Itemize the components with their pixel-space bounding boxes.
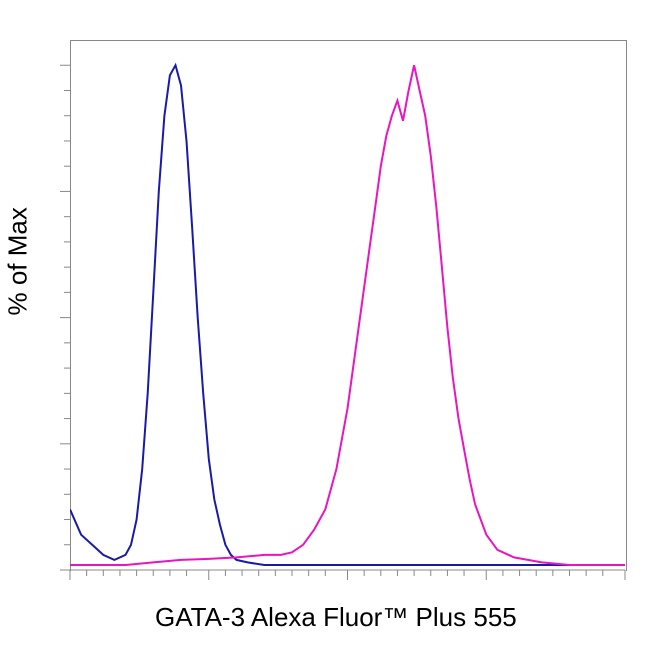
x-axis-label: GATA-3 Alexa Fluor™ Plus 555 <box>155 602 517 633</box>
ticks-svg <box>70 40 625 600</box>
y-axis-label: % of Max <box>3 207 34 315</box>
